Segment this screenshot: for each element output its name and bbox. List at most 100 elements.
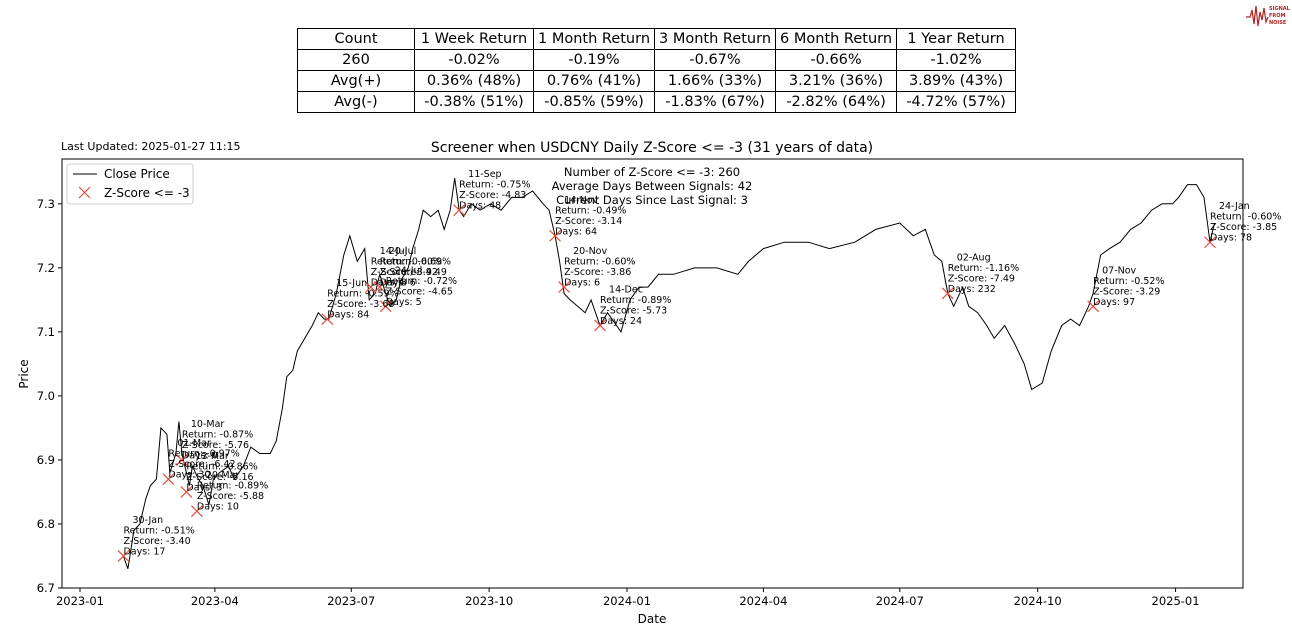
- annotation-line: Z-Score: -3.92: [371, 267, 438, 278]
- annotation-line: Return: -0.52%: [1093, 276, 1164, 287]
- info-line: Average Days Between Signals: 42: [552, 179, 753, 193]
- y-tick-label: 6.7: [37, 581, 55, 595]
- chart-title: Screener when USDCNY Daily Z-Score <= -3…: [431, 140, 873, 156]
- x-axis: 2023-01 2023-04 2023-07 2023-10 2024-01 2024-…: [56, 588, 1200, 608]
- annotation-line: Days: 10: [197, 502, 239, 513]
- annotation-date: 02-Aug: [957, 252, 991, 263]
- annotation-line: Days: 24: [600, 316, 642, 327]
- annotation-line: Days: 8: [371, 278, 407, 289]
- x-tick-label: 2023-01: [56, 594, 104, 608]
- x-tick-label: 2023-10: [465, 594, 513, 608]
- legend-frame: [66, 163, 194, 205]
- annotation-line: Return: -0.72%: [386, 276, 457, 287]
- x-tick-label: 2023-07: [327, 594, 375, 608]
- annotation-line: Return: -1.16%: [948, 263, 1019, 274]
- table-cell: -2.82% (64%): [775, 91, 898, 113]
- annotation-line: Return: -0.60%: [564, 257, 635, 268]
- info-line: Number of Z-Score <= -3: 260: [564, 165, 740, 179]
- annotation-line: Return: -0.60%: [371, 257, 442, 268]
- signal-markers: [117, 204, 1216, 562]
- annotation-date: 14-Nov: [564, 195, 598, 206]
- table-cell: -0.38% (51%): [414, 91, 534, 113]
- annotation-line: Z-Score: -3.40: [123, 536, 190, 547]
- annotation-line: Days: 30: [168, 470, 210, 481]
- annotation-date: 13-Mar: [195, 451, 229, 462]
- annotation-line: Z-Score: -4.65: [386, 286, 453, 297]
- annotation-line: Days: 6: [564, 278, 600, 289]
- annotation-line: Return: -0.97%: [168, 449, 239, 460]
- annotation-line: Days: 48: [459, 201, 501, 212]
- table-header-cell: 1 Week Return: [414, 28, 534, 50]
- annotation-line: Days: 5: [386, 297, 422, 308]
- annotation-line: Z-Score: -3.85: [1210, 222, 1277, 233]
- annotation-line: Z-Score: -3.29: [1093, 286, 1160, 297]
- annotation-line: Z-Score: -3.68: [327, 299, 394, 310]
- signal-marker: [117, 550, 130, 562]
- legend: Close Price Z-Score <= -3: [66, 163, 194, 205]
- table-row: Avg(+) 0.36% (48%) 0.76% (41%) 1.66% (33…: [297, 70, 1017, 92]
- x-tick-label: 2025-01: [1152, 594, 1200, 608]
- annotation-date: 14-Dec: [609, 284, 643, 295]
- annotation-line: Return: -0.59%: [327, 289, 398, 300]
- annotation-date: 20-Mar: [206, 470, 240, 481]
- signal-marker: [453, 204, 466, 217]
- annotation-line: Return: -0.75%: [459, 180, 530, 191]
- annotation-line: Z-Score: -5.16: [186, 472, 253, 483]
- annotation-line: Z-Score: -5.76: [182, 440, 249, 451]
- info-box: Number of Z-Score <= -3: 260 Average Day…: [552, 165, 753, 207]
- signal-marker: [162, 473, 175, 486]
- plot-area: [61, 158, 1244, 589]
- signal-marker: [175, 454, 188, 466]
- annotation-date: 11-Sep: [468, 169, 501, 180]
- signal-marker: [558, 281, 570, 293]
- annotation-date: 20-Jul: [389, 246, 417, 257]
- annotation-date: 24-Jan: [1219, 201, 1250, 212]
- annotation-line: Return: -0.69%: [380, 257, 451, 268]
- last-updated-label: Last Updated: 2025-01-27 11:15: [61, 140, 241, 153]
- y-tick-label: 7.2: [37, 261, 55, 275]
- y-tick-label: 6.8: [37, 517, 55, 531]
- y-axis: 6.7 6.8 6.9 7.0 7.1 7.2 7.3: [37, 197, 62, 595]
- annotation-line: Return: -0.86%: [186, 461, 257, 472]
- annotation-line: Z-Score: -4.49: [380, 267, 447, 278]
- brand-logo: SIGNAL FROM NOISE: [1246, 5, 1290, 27]
- table-cell: -0.02%: [414, 49, 534, 71]
- annotation-date: 15-Jun: [336, 278, 367, 289]
- y-axis-label: Price: [17, 359, 31, 388]
- signal-marker: [321, 313, 334, 325]
- annotation-line: Days: 232: [948, 284, 996, 295]
- signal-marker: [373, 281, 386, 293]
- table-header-cell: 1 Month Return: [532, 28, 656, 50]
- annotation-line: Days: 3: [186, 482, 222, 493]
- annotation-line: Days: 64: [555, 226, 597, 237]
- table-row: Avg(-) -0.38% (51%) -0.85% (59%) -1.83% …: [297, 91, 1017, 113]
- signal-marker: [364, 281, 377, 293]
- annotation-date: 01-Mar: [177, 438, 211, 449]
- table-cell: Avg(-): [297, 91, 415, 113]
- table-cell: 1.66% (33%): [654, 70, 777, 92]
- annotation-line: Return: -0.60%: [1210, 212, 1281, 223]
- annotation-line: Z-Score: -7.49: [948, 273, 1015, 284]
- annotation-line: Days: 97: [1093, 297, 1135, 308]
- series-line-close-price: [122, 178, 1215, 569]
- y-tick-label: 7.0: [37, 389, 55, 403]
- annotation-line: Z-Score: -4.83: [459, 190, 526, 201]
- annotation-line: Z-Score: -6.42: [168, 459, 235, 470]
- annotation-line: Z-Score: -5.73: [600, 305, 667, 316]
- annotation-line: Z-Score: -5.88: [197, 491, 264, 502]
- x-tick-label: 2024-04: [739, 594, 787, 608]
- signal-marker: [941, 287, 954, 300]
- annotation-date: 24-Jul: [395, 265, 423, 276]
- annotation-line: Return: -0.49%: [555, 205, 626, 216]
